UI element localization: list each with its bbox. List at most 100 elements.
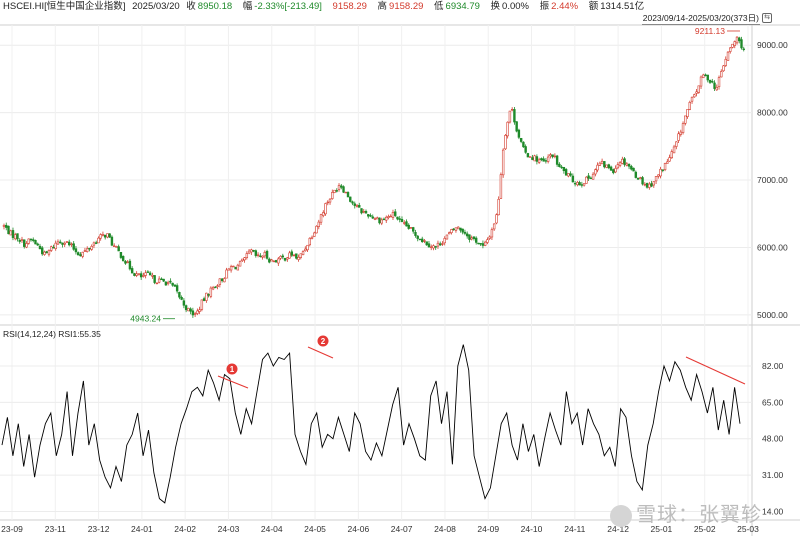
expand-icon[interactable]: ⇆ bbox=[762, 13, 772, 23]
candle-body bbox=[353, 203, 356, 206]
time-tick-label: 25-03 bbox=[737, 524, 759, 534]
date-range-selector[interactable]: 2023/09/14-2025/03/20(373日) bbox=[641, 13, 760, 25]
candle-body bbox=[220, 278, 224, 282]
candle-body bbox=[243, 257, 246, 261]
candle-body bbox=[564, 169, 568, 176]
date-label: 2025/03/20 bbox=[132, 1, 180, 12]
amount-value: 1314.51亿 bbox=[600, 1, 645, 12]
candle-body bbox=[182, 300, 186, 306]
candle-body bbox=[443, 238, 446, 244]
candle-body bbox=[722, 65, 725, 72]
candle-body bbox=[729, 47, 732, 52]
candle-body bbox=[578, 182, 581, 186]
amplitude-group: 振 2.44% bbox=[540, 1, 582, 12]
candle-body bbox=[636, 177, 640, 180]
candle-body bbox=[432, 245, 435, 249]
candle-body bbox=[524, 146, 527, 153]
quote-header: HSCEI.HI[恒生中国企业指数] 2025/03/20 收 8950.18 幅… bbox=[0, 0, 800, 16]
candle-body bbox=[452, 228, 455, 231]
high-value-2: 9158.29 bbox=[389, 1, 424, 12]
candle-body bbox=[562, 166, 566, 171]
candle-body bbox=[286, 257, 289, 260]
candle-body bbox=[439, 243, 442, 246]
candle-body bbox=[630, 166, 633, 170]
candle-body bbox=[225, 269, 228, 279]
candle-body bbox=[241, 258, 244, 261]
candle-body bbox=[56, 241, 60, 245]
candle-body bbox=[650, 183, 653, 187]
candle-body bbox=[88, 247, 91, 250]
rsi-series bbox=[1, 344, 741, 504]
rsi-value-label: RSI1:55.35 bbox=[58, 329, 101, 339]
candle-body bbox=[32, 239, 35, 241]
time-tick-label: 24-07 bbox=[391, 524, 413, 534]
candle-body bbox=[405, 221, 408, 227]
amplitude-value: 2.44% bbox=[551, 1, 579, 12]
candle-body bbox=[65, 241, 69, 243]
candle-body bbox=[713, 82, 716, 89]
candle-body bbox=[483, 241, 487, 246]
candle-body bbox=[488, 236, 491, 239]
candle-body bbox=[486, 239, 489, 243]
candle-body bbox=[740, 39, 743, 49]
candle-body bbox=[16, 233, 19, 240]
candle-body bbox=[621, 158, 624, 164]
candle-body bbox=[634, 171, 638, 178]
candle-body bbox=[382, 218, 386, 221]
candle-body bbox=[436, 242, 440, 247]
candle-body bbox=[434, 246, 437, 248]
candle-body bbox=[661, 169, 665, 171]
candle-body bbox=[14, 234, 17, 240]
candle-body bbox=[315, 225, 318, 234]
high2-group: 高 9158.29 bbox=[378, 1, 428, 12]
candle-body bbox=[166, 281, 170, 285]
candle-body bbox=[54, 242, 57, 249]
candle-body bbox=[144, 272, 147, 276]
candle-body bbox=[398, 218, 401, 220]
candle-body bbox=[146, 271, 150, 273]
candle-body bbox=[281, 255, 285, 258]
candle-body bbox=[43, 251, 46, 255]
candle-body bbox=[585, 176, 588, 184]
rsi-indicator-label: RSI(14,12,24) bbox=[3, 329, 56, 339]
candle-body bbox=[322, 212, 325, 216]
candle-body bbox=[250, 249, 253, 253]
candle-body bbox=[675, 141, 678, 147]
candle-body bbox=[90, 246, 93, 250]
candle-body bbox=[68, 241, 71, 246]
candle-body bbox=[112, 245, 116, 247]
candle-body bbox=[441, 243, 444, 245]
candle-body bbox=[369, 215, 372, 217]
candle-body bbox=[196, 310, 199, 314]
badge-label: 2 bbox=[321, 337, 326, 346]
time-tick-label: 24-06 bbox=[347, 524, 369, 534]
candle-body bbox=[265, 250, 269, 259]
candle-body bbox=[542, 158, 545, 162]
candle-body bbox=[430, 246, 433, 248]
candle-body bbox=[236, 264, 240, 271]
watermark-text: 雪球：张翼轸 bbox=[636, 504, 762, 526]
time-tick-label: 24-10 bbox=[521, 524, 543, 534]
candle-body bbox=[106, 233, 109, 238]
candle-body bbox=[490, 229, 494, 238]
time-tick-label: 24-02 bbox=[174, 524, 196, 534]
candle-body bbox=[481, 243, 485, 246]
candle-body bbox=[702, 74, 705, 78]
candle-body bbox=[677, 133, 680, 141]
candle-body bbox=[351, 201, 354, 204]
candle-body bbox=[609, 166, 613, 171]
time-tick-label: 24-04 bbox=[261, 524, 283, 534]
candle-body bbox=[360, 208, 363, 214]
candle-body bbox=[425, 241, 428, 246]
candle-body bbox=[205, 292, 208, 301]
candle-body bbox=[403, 222, 406, 224]
candle-body bbox=[119, 252, 123, 258]
candle-body bbox=[418, 238, 422, 241]
candle-body bbox=[479, 243, 482, 245]
candle-body bbox=[497, 198, 500, 216]
candle-body bbox=[648, 183, 651, 188]
candle-body bbox=[344, 191, 347, 194]
candle-body bbox=[299, 253, 302, 258]
candle-body bbox=[115, 246, 118, 248]
candle-body bbox=[130, 268, 134, 274]
